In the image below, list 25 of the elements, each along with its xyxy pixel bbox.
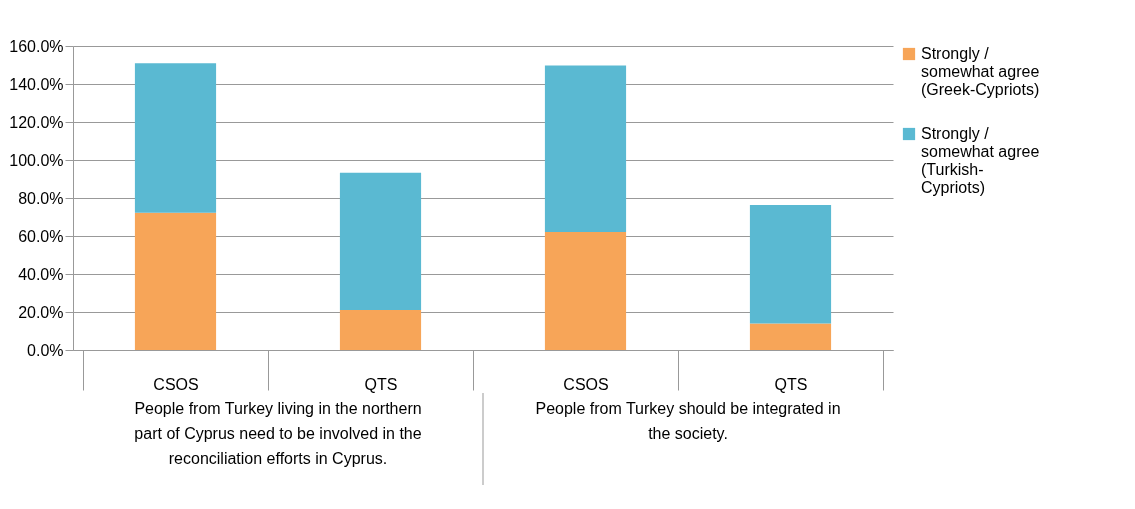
x-tick-label: CSOS bbox=[563, 375, 609, 393]
x-tick-label: QTS bbox=[774, 375, 808, 393]
y-tick-label: 100.0% bbox=[9, 151, 64, 169]
bar bbox=[339, 309, 422, 350]
x-tick-label: CSOS bbox=[153, 375, 199, 393]
y-tick-label: 160.0% bbox=[9, 37, 64, 55]
x-tick-label: QTS bbox=[364, 375, 398, 393]
bar bbox=[544, 232, 627, 350]
bar bbox=[749, 205, 832, 324]
legend-label: Strongly / somewhat agree (Greek-Cypriots) bbox=[921, 45, 1040, 98]
text: People from Turkey should be integrated in the society. bbox=[535, 400, 841, 442]
y-tick-label: 0.0% bbox=[27, 341, 64, 359]
bar bbox=[749, 323, 832, 350]
legend-label: Strongly / somewhat agree (Turkish-Cypriots) bbox=[921, 125, 1040, 196]
bar bbox=[544, 65, 627, 233]
y-tick-label: 120.0% bbox=[9, 113, 64, 131]
y-tick-label: 40.0% bbox=[18, 265, 64, 283]
y-tick-label: 140.0% bbox=[9, 75, 64, 93]
bar bbox=[134, 212, 217, 350]
y-tick-label: 80.0% bbox=[18, 189, 64, 207]
bar bbox=[134, 63, 217, 213]
y-tick-label: 20.0% bbox=[18, 303, 64, 321]
y-tick-label: 60.0% bbox=[18, 227, 64, 245]
bar bbox=[339, 172, 422, 310]
text: People from Turkey living in the northern part of Cyprus need to be involved in the reconciliation efforts in Cyprus. bbox=[134, 400, 422, 467]
